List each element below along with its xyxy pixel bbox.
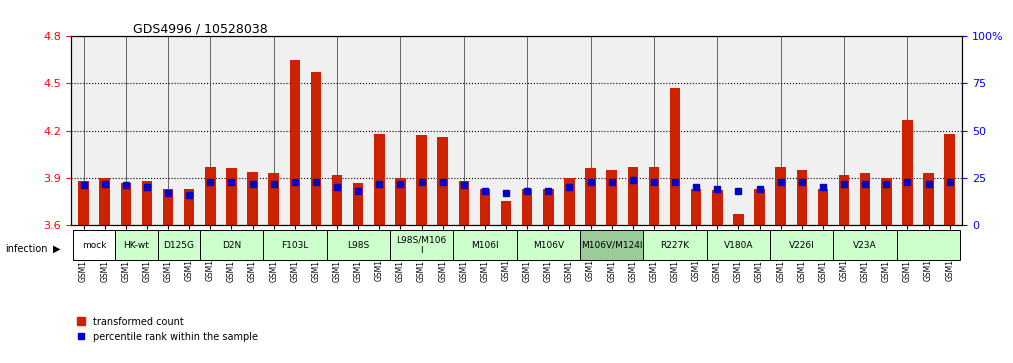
Text: mock: mock	[82, 241, 106, 249]
Bar	[839, 175, 849, 225]
Bar	[416, 135, 426, 225]
Bar	[817, 189, 829, 225]
Text: GDS4996 / 10528038: GDS4996 / 10528038	[134, 22, 268, 35]
Bar	[691, 189, 701, 225]
Bar	[881, 178, 891, 225]
Bar	[923, 173, 934, 225]
Bar	[353, 183, 364, 225]
Bar	[903, 120, 913, 225]
Bar	[205, 167, 216, 225]
Bar	[775, 167, 786, 225]
FancyBboxPatch shape	[263, 230, 326, 260]
Text: M106V: M106V	[533, 241, 564, 249]
Bar	[522, 189, 533, 225]
Text: L98S: L98S	[347, 241, 370, 249]
Bar	[459, 181, 469, 225]
Text: F103L: F103L	[282, 241, 309, 249]
FancyBboxPatch shape	[643, 230, 707, 260]
Bar	[332, 175, 342, 225]
Text: V226I: V226I	[789, 241, 814, 249]
FancyBboxPatch shape	[200, 230, 263, 260]
Bar	[755, 189, 765, 225]
Bar	[607, 170, 617, 225]
Text: D2N: D2N	[222, 241, 241, 249]
Bar	[311, 73, 321, 225]
FancyBboxPatch shape	[390, 230, 453, 260]
Bar	[480, 189, 490, 225]
Bar	[733, 214, 744, 225]
Bar	[586, 168, 596, 225]
Bar	[500, 201, 512, 225]
FancyBboxPatch shape	[115, 230, 157, 260]
FancyBboxPatch shape	[897, 230, 960, 260]
FancyBboxPatch shape	[770, 230, 834, 260]
Bar	[543, 189, 553, 225]
Bar	[268, 173, 279, 225]
Bar	[247, 172, 258, 225]
Bar	[670, 88, 681, 225]
FancyBboxPatch shape	[157, 230, 200, 260]
Text: HK-wt: HK-wt	[124, 241, 149, 249]
Text: V23A: V23A	[853, 241, 877, 249]
Bar	[121, 183, 131, 225]
Bar	[184, 189, 194, 225]
Bar	[78, 181, 89, 225]
Bar	[860, 173, 870, 225]
FancyBboxPatch shape	[453, 230, 517, 260]
FancyBboxPatch shape	[73, 230, 115, 260]
Text: M106V/M124I: M106V/M124I	[580, 241, 642, 249]
Bar	[944, 134, 955, 225]
FancyBboxPatch shape	[707, 230, 770, 260]
FancyBboxPatch shape	[834, 230, 897, 260]
Bar	[99, 178, 110, 225]
Bar	[374, 134, 385, 225]
Bar	[712, 191, 722, 225]
Text: D125G: D125G	[163, 241, 194, 249]
Bar	[648, 167, 659, 225]
Text: M106I: M106I	[471, 241, 498, 249]
Bar	[796, 170, 807, 225]
Bar	[226, 168, 237, 225]
Text: L98S/M106
I: L98S/M106 I	[396, 235, 447, 255]
Text: V180A: V180A	[723, 241, 754, 249]
Legend: transformed count, percentile rank within the sample: transformed count, percentile rank withi…	[76, 317, 258, 342]
Bar	[627, 167, 638, 225]
FancyBboxPatch shape	[517, 230, 580, 260]
Bar	[438, 137, 448, 225]
Bar	[395, 178, 406, 225]
Text: ▶: ▶	[53, 244, 60, 254]
Bar	[163, 189, 173, 225]
Bar	[564, 178, 574, 225]
FancyBboxPatch shape	[580, 230, 643, 260]
Text: R227K: R227K	[660, 241, 690, 249]
Text: infection: infection	[5, 244, 48, 254]
Bar	[142, 181, 152, 225]
FancyBboxPatch shape	[326, 230, 390, 260]
Bar	[290, 60, 300, 225]
